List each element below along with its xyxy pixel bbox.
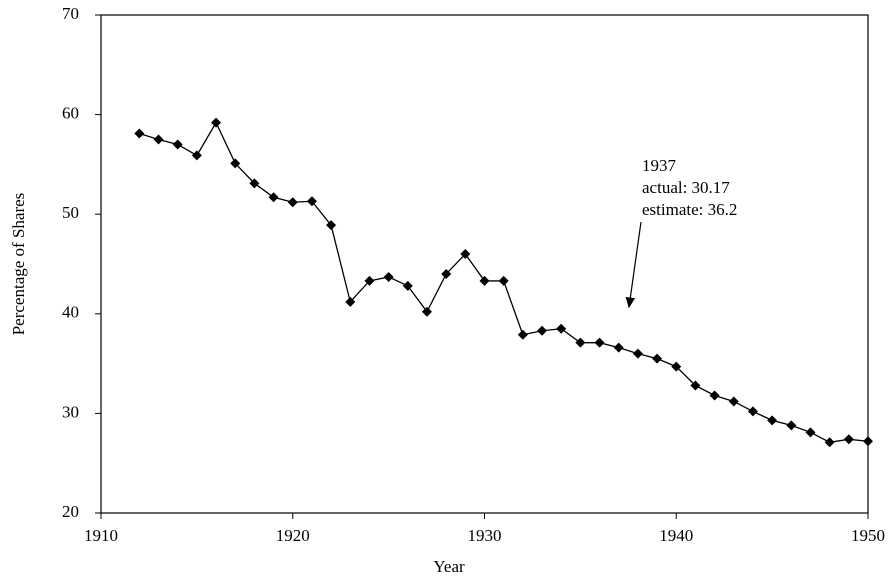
data-point <box>537 325 548 336</box>
data-point <box>364 275 375 286</box>
y-tick-label: 70 <box>62 4 79 23</box>
x-tick-label: 1950 <box>851 526 885 545</box>
data-point <box>575 337 586 348</box>
data-point <box>709 390 720 401</box>
data-point <box>556 323 567 334</box>
y-tick-label: 40 <box>62 303 79 322</box>
data-point <box>421 306 432 317</box>
x-tick-label: 1940 <box>659 526 693 545</box>
data-point <box>211 117 222 128</box>
data-point <box>134 128 145 139</box>
data-point <box>191 150 202 161</box>
annotation-arrow <box>625 221 642 309</box>
data-point <box>441 268 452 279</box>
data-point <box>268 192 279 203</box>
data-point <box>613 342 624 353</box>
data-point <box>786 420 797 431</box>
data-point <box>863 436 873 447</box>
x-tick-label: 1930 <box>468 526 502 545</box>
annotation-line: estimate: 36.2 <box>642 200 737 219</box>
data-point <box>172 139 183 150</box>
y-tick-label: 20 <box>62 502 79 521</box>
data-point <box>383 271 394 282</box>
annotation-line: actual: 30.17 <box>642 178 730 197</box>
plot-frame <box>100 14 869 514</box>
x-tick-label: 1920 <box>276 526 310 545</box>
data-point <box>402 280 413 291</box>
data-point <box>287 197 298 208</box>
data-point <box>671 361 682 372</box>
data-point <box>479 275 490 286</box>
y-tick-label: 30 <box>62 402 79 421</box>
data-point <box>306 196 317 207</box>
annotation-line: 1937 <box>642 156 677 175</box>
data-point <box>498 275 509 286</box>
data-point <box>824 437 835 448</box>
data-point <box>594 337 605 348</box>
data-point <box>326 220 337 231</box>
data-point <box>249 178 260 189</box>
y-tick-label: 60 <box>62 104 79 123</box>
data-point <box>230 158 241 169</box>
data-point <box>517 329 528 340</box>
data-point <box>728 396 739 407</box>
y-tick-label: 50 <box>62 203 79 222</box>
data-point <box>652 353 663 364</box>
data-point <box>460 249 471 260</box>
x-axis-label: Year <box>433 557 465 576</box>
data-point <box>805 427 816 438</box>
data-point <box>747 406 758 417</box>
data-point <box>690 380 701 391</box>
data-point <box>843 434 854 445</box>
y-axis-label: Percentage of Shares <box>9 193 28 336</box>
x-tick-label: 1910 <box>84 526 118 545</box>
data-point <box>767 415 778 426</box>
data-point <box>153 134 164 145</box>
data-point <box>345 296 356 307</box>
data-point <box>632 348 643 359</box>
